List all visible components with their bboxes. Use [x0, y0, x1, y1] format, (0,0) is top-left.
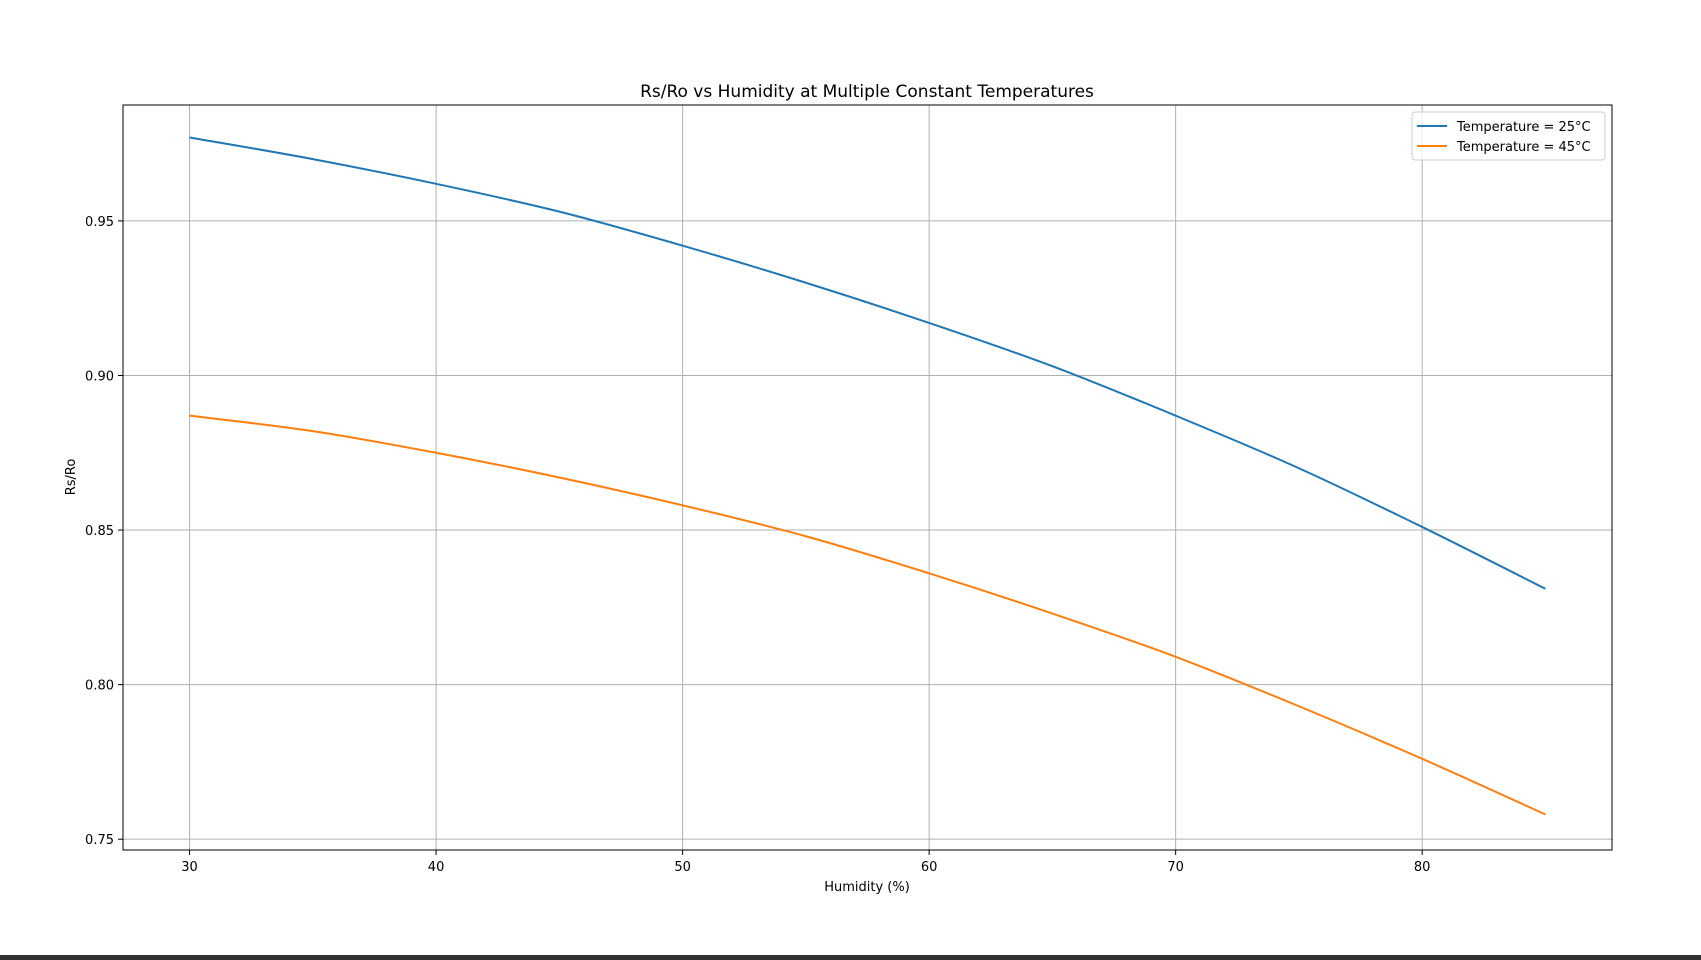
x-axis: 30 40 50 60 70 80	[181, 850, 1430, 875]
legend-label-0: Temperature = 25°C	[1456, 120, 1591, 135]
y-tick-label: 0.75	[85, 833, 114, 848]
x-tick-label: 50	[674, 860, 691, 875]
legend-label-1: Temperature = 45°C	[1456, 140, 1591, 155]
x-tick-label: 40	[428, 860, 445, 875]
x-tick-label: 80	[1414, 860, 1431, 875]
legend-box	[1411, 111, 1606, 161]
y-tick-label: 0.95	[85, 215, 114, 230]
x-axis-label: Humidity (%)	[824, 880, 910, 895]
y-tick-label: 0.80	[85, 679, 114, 694]
series-line-0	[189, 136, 1546, 590]
x-tick-label: 60	[921, 860, 938, 875]
y-axis-label: Rs/Ro	[64, 459, 79, 496]
x-tick-label: 30	[181, 860, 198, 875]
x-tick-label: 70	[1167, 860, 1184, 875]
bottom-edge-bar	[0, 955, 1701, 960]
grid-lines	[123, 105, 1612, 850]
chart-title: Rs/Ro vs Humidity at Multiple Constant T…	[640, 82, 1094, 102]
legend: Temperature = 25°C Temperature = 45°C	[1411, 111, 1606, 161]
y-tick-label: 0.90	[85, 369, 114, 384]
plot-area-frame	[122, 104, 1613, 851]
plot-lines	[189, 136, 1546, 816]
y-axis: 0.75 0.80 0.85 0.90 0.95	[85, 215, 123, 848]
y-tick-label: 0.85	[85, 524, 114, 539]
series-line-1	[189, 414, 1546, 816]
